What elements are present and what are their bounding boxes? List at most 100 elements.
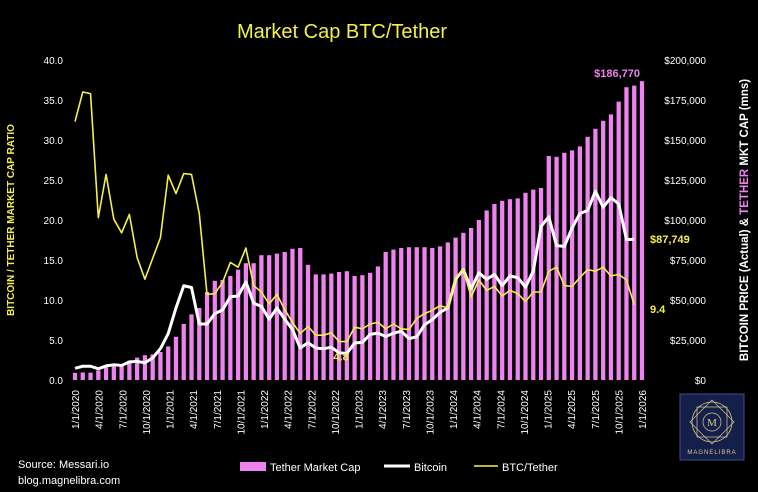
x-tick-label: 10/1/2020 (142, 390, 153, 435)
tether-bar (111, 365, 116, 380)
tether-bar (235, 269, 241, 380)
right-axis-label-part2: TETHER (739, 168, 751, 215)
x-tick-label: 1/1/2023 (355, 390, 366, 429)
legend-swatch-tether (240, 462, 266, 471)
tether-bar (344, 271, 349, 380)
tether-bar (616, 101, 621, 380)
tether-bar (453, 237, 458, 380)
tether-bar (72, 372, 78, 380)
tether-bar (476, 220, 482, 380)
tether-bar (585, 136, 590, 380)
left-tick-label: 30.0 (44, 136, 64, 147)
left-tick-label: 5.0 (49, 336, 63, 347)
legend-label-tether: Tether Market Cap (270, 462, 360, 474)
tether-bar (484, 210, 489, 380)
logo-text: MAGNELIBRA (687, 450, 736, 456)
left-axis-label: BITCOIN / TETHER MARKET CAP RATIO (6, 124, 17, 316)
tether-bar (399, 248, 404, 380)
tether-bar (103, 367, 109, 380)
tether-bar (430, 248, 435, 380)
tether-bar (290, 248, 295, 380)
left-tick-label: 25.0 (44, 176, 64, 187)
left-tick-label: 40.0 (44, 56, 64, 67)
tether-bar (150, 354, 155, 380)
tether-bar (197, 308, 202, 380)
annotation-tether-last: $186,770 (594, 68, 640, 80)
tether-bar (119, 364, 124, 380)
tether-bar (166, 346, 171, 380)
x-tick-label: 1/1/2021 (166, 390, 177, 429)
x-tick-label: 10/1/2024 (520, 390, 531, 435)
bitcoin-line (74, 189, 635, 371)
x-tick-label: 4/1/2024 (473, 390, 484, 429)
left-axis-ticks: 0.0 5.0 10.0 15.0 20.0 25.0 30.0 35.0 40.0 (44, 56, 64, 387)
annotation-ratio-last: 9.4 (650, 304, 666, 316)
x-tick-label: 1/1/2022 (260, 390, 271, 429)
tether-bar (562, 152, 567, 380)
legend-label-btc-tether: BTC/Tether (502, 462, 558, 474)
x-axis-ticks: 1/1/2020 4/1/2020 7/1/2020 10/1/2020 1/1/202… (71, 390, 649, 435)
tether-bar (313, 274, 318, 380)
x-tick-label: 4/1/2023 (378, 390, 389, 429)
tether-bar (189, 314, 194, 380)
tether-bar (500, 200, 505, 380)
tether-bar (593, 128, 598, 380)
x-tick-label: 7/1/2022 (307, 390, 318, 429)
right-tick-label: $200,000 (664, 56, 706, 67)
tether-bar (639, 81, 645, 380)
left-tick-label: 35.0 (44, 96, 64, 107)
x-tick-label: 10/1/2025 (614, 390, 625, 435)
tether-bar (336, 272, 342, 380)
right-axis-label-part1: BITCOIN PRICE (Actual) & (739, 215, 751, 361)
tether-bar (360, 275, 365, 380)
tether-bar (282, 252, 287, 380)
tether-bar (321, 274, 326, 380)
right-tick-label: $25,000 (670, 336, 707, 347)
x-tick-label: 7/1/2024 (496, 390, 507, 429)
x-tick-label: 10/1/2021 (236, 390, 247, 435)
x-tick-label: 10/1/2022 (331, 390, 342, 435)
right-tick-label: $100,000 (664, 216, 706, 227)
tether-bar (546, 156, 551, 380)
series-lines (74, 91, 635, 371)
right-tick-label: $75,000 (670, 256, 707, 267)
tether-bar (608, 114, 614, 381)
right-axis-ticks: $0 $25,000 $50,000 $75,000 $100,000 $125,000 $… (664, 56, 706, 387)
legend: Tether Market Cap Bitcoin BTC/Tether (240, 462, 558, 474)
tether-bar (406, 247, 412, 380)
tether-bar (259, 255, 264, 380)
tether-bars (72, 81, 645, 381)
tether-bar (158, 352, 163, 380)
tether-bar (368, 272, 373, 380)
annotations: $186,770 $87,749 9.4 4.8 (333, 68, 689, 363)
tether-bar (88, 372, 93, 380)
x-tick-label: 1/1/2020 (71, 390, 82, 429)
tether-bar (531, 189, 536, 380)
source-text: Source: Messari.io (18, 459, 109, 471)
tether-bar (274, 253, 280, 380)
right-tick-label: $0 (695, 376, 707, 387)
tether-bar (212, 280, 217, 380)
right-tick-label: $125,000 (664, 176, 706, 187)
tether-bar (577, 146, 582, 380)
tether-bar (204, 292, 210, 380)
btc-tether-line (74, 91, 635, 343)
source-url: blog.magnelibra.com (18, 475, 120, 487)
right-tick-label: $150,000 (664, 136, 706, 147)
tether-bar (492, 204, 497, 380)
tether-bar (305, 264, 311, 380)
tether-bar (298, 248, 303, 380)
x-tick-label: 7/1/2020 (118, 390, 129, 429)
tether-bar (142, 355, 148, 380)
x-tick-label: 1/1/2024 (449, 390, 460, 429)
x-tick-label: 4/1/2022 (284, 390, 295, 429)
tether-bar (228, 276, 233, 380)
x-tick-label: 7/1/2025 (591, 390, 602, 429)
tether-bar (601, 120, 606, 381)
right-axis-label: BITCOIN PRICE (Actual) & TETHER MKT CAP … (739, 79, 751, 361)
tether-bar (414, 247, 419, 380)
tether-bar (515, 198, 520, 380)
tether-bar (96, 370, 101, 380)
annotation-bitcoin-last: $87,749 (650, 234, 690, 246)
